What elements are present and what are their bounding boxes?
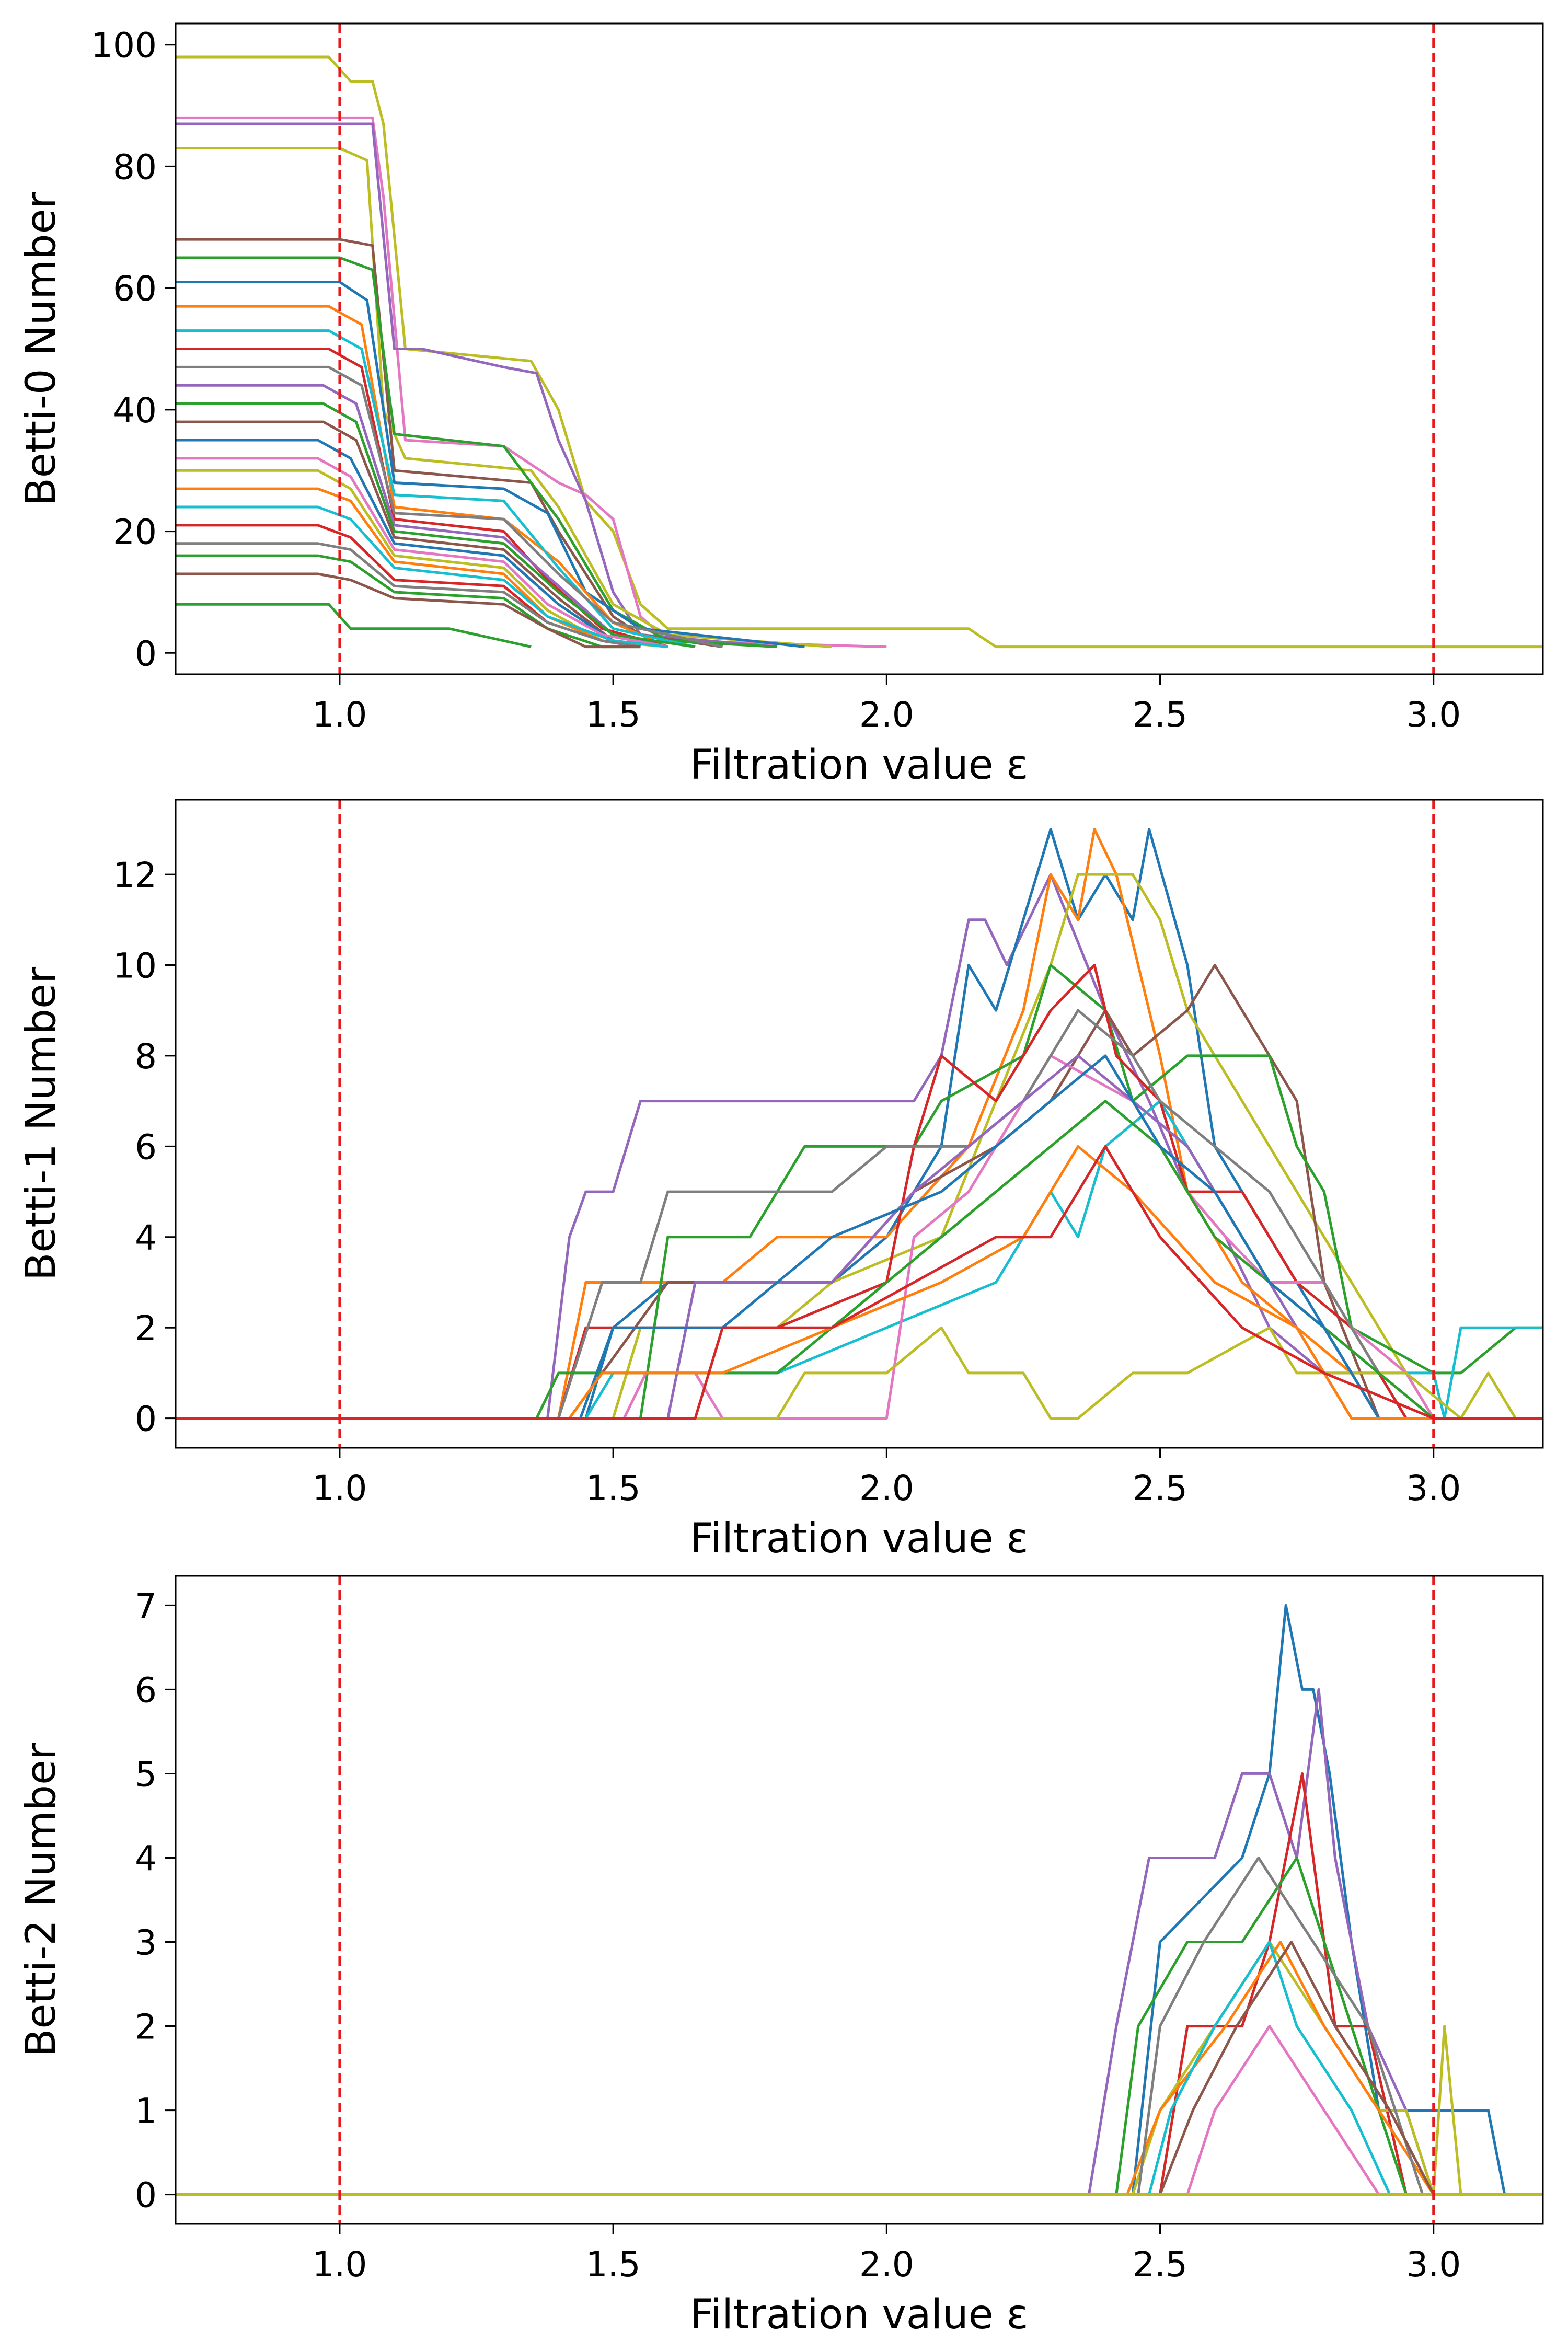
series-line xyxy=(176,1941,1543,2196)
x-axis-label: Filtration value ε xyxy=(690,742,1028,789)
series-line xyxy=(176,572,641,649)
series-line xyxy=(176,365,723,649)
x-tick-label: 2.5 xyxy=(1133,1468,1187,1508)
series-line xyxy=(176,1054,1543,1420)
x-tick-label: 1.0 xyxy=(312,695,367,735)
plot-area: 1.0 1.5 2.0 2.5 3.0 0 2 4 6 8 10 12 xyxy=(113,799,1544,1508)
y-tick-label: 1 xyxy=(135,2091,157,2131)
x-axis-label: Filtration value ε xyxy=(690,1515,1028,1562)
y-tick-label: 40 xyxy=(113,390,157,431)
x-tick-label: 1.5 xyxy=(586,1468,641,1508)
x-axis-label: Filtration value ε xyxy=(690,2291,1028,2338)
x-tick-label: 2.0 xyxy=(859,695,914,735)
x-tick-label: 1.5 xyxy=(586,695,641,735)
series-line xyxy=(176,457,668,649)
y-tick-label: 6 xyxy=(135,1670,157,1710)
axes-frame xyxy=(175,799,1544,1449)
y-tick-label: 2 xyxy=(135,2007,157,2047)
x-tick-label: 2.5 xyxy=(1133,695,1187,735)
series-line xyxy=(176,1857,1543,2196)
y-tick-label: 100 xyxy=(91,26,157,66)
x-tick-label: 3.0 xyxy=(1406,1468,1461,1508)
y-tick-label: 12 xyxy=(113,855,157,895)
x-tick-label: 1.5 xyxy=(586,2244,641,2285)
x-tick-label: 1.0 xyxy=(312,1468,367,1508)
y-tick-label: 60 xyxy=(113,269,157,309)
axes-frame xyxy=(175,22,1544,675)
y-tick-label: 0 xyxy=(135,633,157,674)
y-axis-label: Betti-0 Number xyxy=(18,191,65,505)
series-line xyxy=(176,542,641,649)
series-line xyxy=(176,55,1543,649)
series-line xyxy=(176,1941,1543,2196)
x-tick-label: 3.0 xyxy=(1406,695,1461,735)
x-tick-label: 3.0 xyxy=(1406,2244,1461,2285)
series-group xyxy=(176,55,1543,649)
y-axis-label: Betti-1 Number xyxy=(18,966,65,1281)
y-tick-label: 80 xyxy=(113,147,157,187)
series-line xyxy=(176,122,778,649)
series-line xyxy=(176,964,1543,1420)
series-line xyxy=(176,873,1543,1420)
series-line xyxy=(176,873,1543,1420)
series-line xyxy=(176,505,668,649)
y-tick-label: 4 xyxy=(135,1838,157,1878)
x-tick-label: 1.0 xyxy=(312,2244,367,2285)
y-tick-label: 0 xyxy=(135,2175,157,2216)
series-line xyxy=(176,402,696,649)
series-line xyxy=(176,147,832,649)
series-line xyxy=(176,329,696,649)
panel-betti-2: 1.0 1.5 2.0 2.5 3.0 0 1 2 3 4 5 6 7 Filtration value… xyxy=(18,1575,1544,2338)
series-group xyxy=(176,1604,1543,2196)
x-tick-label: 2.0 xyxy=(859,2244,914,2285)
y-axis-label: Betti-2 Number xyxy=(18,1743,65,2057)
y-tick-label: 20 xyxy=(113,512,157,552)
y-tick-label: 6 xyxy=(135,1127,157,1167)
series-line xyxy=(176,281,805,649)
y-tick-label: 2 xyxy=(135,1308,157,1348)
x-tick-label: 2.5 xyxy=(1133,2244,1187,2285)
series-line xyxy=(176,1604,1543,2196)
y-tick-label: 8 xyxy=(135,1036,157,1077)
plot-area: 1.0 1.5 2.0 2.5 3.0 0 1 2 3 4 5 6 7 xyxy=(135,1575,1544,2285)
x-tick-label: 2.0 xyxy=(859,1468,914,1508)
y-tick-label: 7 xyxy=(135,1586,157,1626)
series-line xyxy=(176,554,641,649)
series-line xyxy=(176,1145,1543,1420)
y-tick-label: 0 xyxy=(135,1399,157,1439)
y-tick-label: 4 xyxy=(135,1218,157,1258)
y-tick-label: 10 xyxy=(113,946,157,986)
panel-betti-0: 1.0 1.5 2.0 2.5 3.0 0 20 40 60 80 100 Filtration v… xyxy=(18,22,1544,789)
y-tick-label: 3 xyxy=(135,1923,157,1963)
series-line xyxy=(176,603,532,649)
axes-frame xyxy=(175,1575,1544,2225)
series-line xyxy=(176,1009,1543,1420)
plot-area: 1.0 1.5 2.0 2.5 3.0 0 20 40 60 80 100 xyxy=(91,22,1544,735)
series-line xyxy=(176,305,668,648)
series-line xyxy=(176,1688,1543,2196)
series-line xyxy=(176,1941,1543,2196)
series-group xyxy=(176,827,1543,1420)
y-tick-label: 5 xyxy=(135,1754,157,1794)
series-line xyxy=(176,1054,1543,1420)
panel-betti-1: 1.0 1.5 2.0 2.5 3.0 0 2 4 6 8 10 12 Filtration valu… xyxy=(18,799,1544,1562)
